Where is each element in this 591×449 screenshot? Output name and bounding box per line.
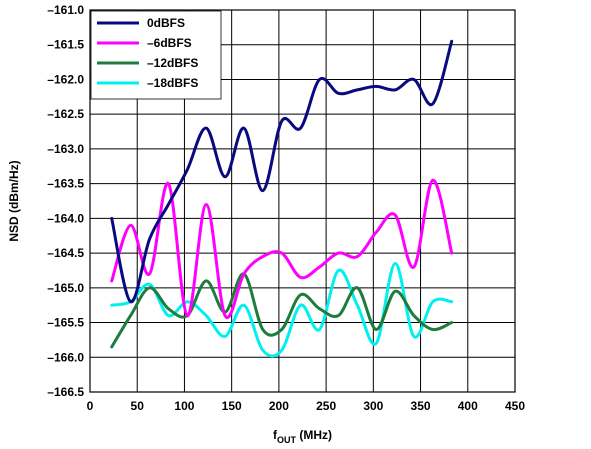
y-tick-label: –163.0 [47,142,84,156]
x-tick-label: 0 [87,399,94,413]
x-axis-label-sub: OUT [277,435,297,445]
y-tick-label: –166.0 [47,350,84,364]
x-axis-label-main: f [273,428,278,442]
plot-frame [89,9,516,393]
x-tick-label: 150 [222,399,242,413]
y-tick-label: –165.0 [47,281,84,295]
y-tick-label: –162.0 [47,72,84,86]
series-line-2 [110,272,454,349]
x-tick-labels: 0 50 100 150 200 250 300 350 400 450 [87,399,526,413]
y-tick-label: –165.5 [47,316,84,330]
y-tick-label: –161.0 [47,3,84,17]
y-tick-label: –166.5 [47,385,84,399]
x-tick-label: 250 [316,399,336,413]
x-tick-label: 450 [505,399,525,413]
y-tick-label: –163.5 [47,177,84,191]
series-lines [110,39,454,358]
series-line-1 [110,178,454,320]
x-axis-label: fOUT (MHz) [273,428,332,445]
x-axis-label-unit: (MHz) [296,428,332,442]
y-tick-label: –161.5 [47,38,84,52]
x-tick-label: 300 [363,399,383,413]
legend-label: –6dBFS [147,36,192,50]
legend: 0dBFS –6dBFS –12dBFS –18dBFS [90,10,222,100]
y-axis-label: NSD (dBm/Hz) [7,160,21,241]
x-tick-label: 350 [411,399,431,413]
legend-label: 0dBFS [147,16,185,30]
legend-label: –18dBFS [147,76,198,90]
x-tick-label: 200 [269,399,289,413]
x-tick-label: 400 [458,399,478,413]
series-line-3 [110,261,454,358]
y-tick-label: –164.0 [47,211,84,225]
y-tick-label: –164.5 [47,246,84,260]
y-tick-labels: –161.0 –161.5 –162.0 –162.5 –163.0 –163.5 –164… [47,3,84,399]
x-tick-label: 50 [131,399,145,413]
series-line-0 [110,39,454,304]
x-tick-label: 100 [174,399,194,413]
legend-label: –12dBFS [147,56,198,70]
y-tick-label: –162.5 [47,107,84,121]
